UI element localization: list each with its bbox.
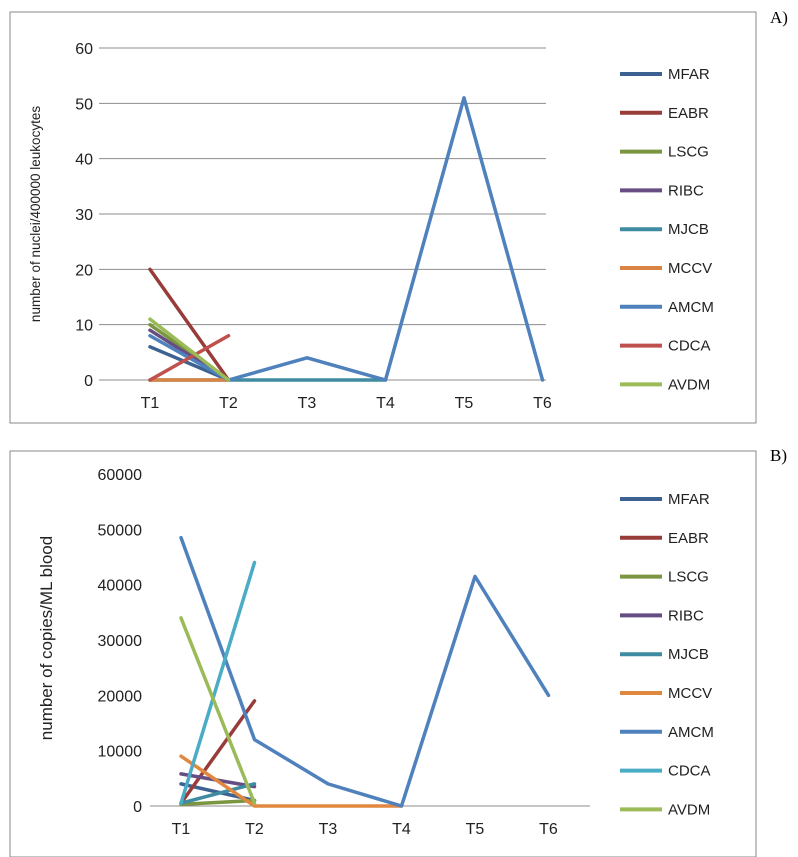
legend-label-eabr: EABR <box>668 105 709 122</box>
chart-b-y-tick-label: 30000 <box>98 633 143 650</box>
chart-b-x-tick-label: T6 <box>539 821 558 838</box>
legend-label-cdca: CDCA <box>668 763 711 780</box>
legend-label-cdca: CDCA <box>668 338 711 355</box>
chart-b-y-tick-label: 20000 <box>98 688 143 705</box>
chart-b-y-tick-label: 40000 <box>98 578 143 595</box>
chart-a-y-tick-label: 50 <box>75 96 93 113</box>
legend-label-mjcb: MJCB <box>668 646 709 663</box>
legend-label-eabr: EABR <box>668 530 709 547</box>
legend-label-lscg: LSCG <box>668 569 709 586</box>
chart-b-y-tick-label: 50000 <box>98 522 143 539</box>
series-line-mjcb <box>179 782 257 805</box>
chart-a-x-tick-label: T6 <box>533 395 552 412</box>
legend-label-ribc: RIBC <box>668 182 704 199</box>
chart-a-y-axis-label: number of nuclei/400000 leukocytes <box>28 106 43 322</box>
chart-a-x-tick-label: T2 <box>219 395 238 412</box>
series-line-avdm <box>179 616 257 805</box>
chart-b-y-tick-label: 60000 <box>98 467 143 484</box>
chart-b-x-tick-label: T1 <box>172 821 191 838</box>
chart-a-x-tick-label: T3 <box>298 395 317 412</box>
series-line-amcm <box>148 96 545 382</box>
panel-a-label: A) <box>770 8 788 27</box>
series-line-amcm <box>179 535 551 808</box>
chart-a-y-tick-label: 60 <box>75 41 93 58</box>
chart-b-y-tick-label: 0 <box>133 799 142 816</box>
series-line-eabr <box>179 699 257 805</box>
chart-a-x-tick-label: T4 <box>376 395 395 412</box>
chart-a-y-tick-label: 10 <box>75 318 93 335</box>
panel-b-label: B) <box>770 446 787 465</box>
series-line-avdm <box>148 317 231 382</box>
chart-b-x-tick-label: T5 <box>466 821 485 838</box>
chart-b-x-tick-label: T2 <box>245 821 264 838</box>
chart-a-y-tick-label: 40 <box>75 152 93 169</box>
legend-label-ribc: RIBC <box>668 607 704 624</box>
series-line-cdca <box>179 560 257 805</box>
series-line-mccv <box>179 754 404 808</box>
legend-label-mccv: MCCV <box>668 685 712 702</box>
chart-a-y-tick-label: 30 <box>75 207 93 224</box>
chart-b-y-axis-label: number of copies/ML blood <box>37 536 56 740</box>
legend-label-lscg: LSCG <box>668 144 709 161</box>
chart-a-x-tick-label: T1 <box>141 395 160 412</box>
chart-a-y-tick-label: 20 <box>75 262 93 279</box>
legend-label-mfar: MFAR <box>668 66 710 83</box>
series-line-cdca <box>148 333 231 382</box>
legend-label-amcm: AMCM <box>668 299 714 316</box>
chart-b-x-tick-label: T3 <box>319 821 338 838</box>
legend-label-mccv: MCCV <box>668 260 712 277</box>
legend-label-amcm: AMCM <box>668 724 714 741</box>
legend-label-mjcb: MJCB <box>668 221 709 238</box>
legend-label-mfar: MFAR <box>668 491 710 508</box>
legend-label-avdm: AVDM <box>668 801 710 818</box>
chart-b-y-tick-label: 10000 <box>98 744 143 761</box>
chart-b-x-tick-label: T4 <box>392 821 411 838</box>
series-line-eabr <box>148 267 231 382</box>
legend-label-avdm: AVDM <box>668 376 710 393</box>
series-line-lscg <box>179 798 257 807</box>
chart-a-y-tick-label: 0 <box>84 373 93 390</box>
chart-a-x-tick-label: T5 <box>455 395 474 412</box>
chart-a-frame <box>9 11 757 424</box>
